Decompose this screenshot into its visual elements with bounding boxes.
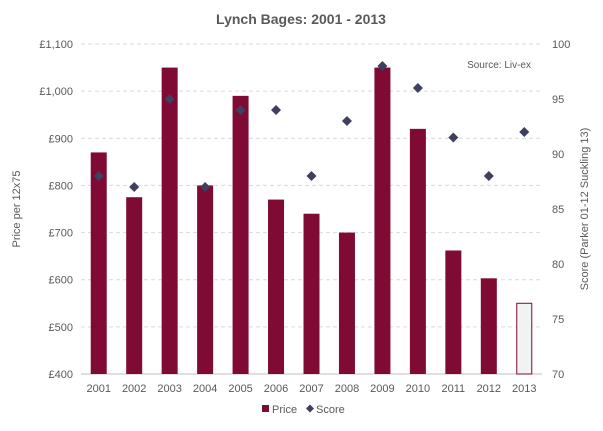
x-tick-label: 2001 xyxy=(86,383,110,395)
x-tick-label: 2012 xyxy=(477,383,501,395)
score-point xyxy=(93,171,104,181)
legend-score-marker xyxy=(306,404,314,413)
price-bar xyxy=(338,232,355,374)
left-axis-ticks: £400 £500 £600 £700 £800 £900 £1,000 £1,100 xyxy=(39,39,73,381)
price-bar xyxy=(303,213,320,374)
price-bar xyxy=(480,278,497,374)
price-bars xyxy=(90,67,533,375)
x-tick-label: 2011 xyxy=(442,383,466,395)
x-tick-label: 2006 xyxy=(264,383,288,395)
x-tick-label: 2003 xyxy=(157,383,181,395)
price-bar xyxy=(126,197,143,374)
legend-score-label: Score xyxy=(316,404,345,416)
right-tick-label: 85 xyxy=(552,204,564,216)
legend-price-swatch xyxy=(262,405,269,412)
score-point xyxy=(200,182,211,192)
price-bar xyxy=(445,250,462,374)
x-axis-ticks: 2001 2002 2003 2004 2005 2006 2007 2008 2009 2010… xyxy=(86,383,536,395)
score-point xyxy=(271,105,282,115)
score-point xyxy=(412,83,423,93)
score-points xyxy=(93,61,530,192)
left-tick-label: £1,000 xyxy=(39,86,73,98)
score-point xyxy=(377,61,388,71)
right-tick-label: 80 xyxy=(552,259,564,271)
right-tick-label: 100 xyxy=(552,39,570,51)
right-tick-label: 95 xyxy=(552,94,564,106)
x-tick-label: 2007 xyxy=(299,383,323,395)
right-tick-label: 75 xyxy=(552,314,564,326)
left-tick-label: £500 xyxy=(49,322,73,334)
x-tick-label: 2010 xyxy=(406,383,430,395)
price-bar xyxy=(268,199,285,374)
right-axis-title: Score (Parker 01-12 Suckling 13) xyxy=(579,128,591,291)
x-tick-label: 2009 xyxy=(370,383,394,395)
price-bar xyxy=(409,128,426,374)
score-point xyxy=(483,171,494,181)
legend: Price Score xyxy=(262,404,345,416)
score-point xyxy=(129,182,140,192)
left-axis-title: Price per 12x75 xyxy=(11,170,23,247)
left-tick-label: £900 xyxy=(49,133,73,145)
chart-title: Lynch Bages: 2001 - 2013 xyxy=(216,11,386,27)
left-tick-label: £600 xyxy=(49,275,73,287)
left-tick-label: £400 xyxy=(49,369,73,381)
x-tick-label: 2004 xyxy=(193,383,217,395)
score-point xyxy=(164,94,175,104)
right-tick-label: 90 xyxy=(552,149,564,161)
right-tick-label: 70 xyxy=(552,369,564,381)
price-bar xyxy=(516,302,533,375)
price-bar xyxy=(374,67,391,375)
x-tick-label: 2008 xyxy=(335,383,359,395)
right-axis-ticks: 70 75 80 85 90 95 100 xyxy=(552,39,570,381)
x-tick-label: 2005 xyxy=(228,383,252,395)
source-note: Source: Liv-ex xyxy=(467,60,531,71)
price-bar xyxy=(197,185,214,374)
left-tick-label: £800 xyxy=(49,180,73,192)
left-tick-label: £1,100 xyxy=(39,39,73,51)
score-point xyxy=(448,132,459,143)
score-point xyxy=(341,116,352,126)
score-point xyxy=(519,127,530,137)
x-tick-label: 2002 xyxy=(122,383,146,395)
price-bar xyxy=(232,95,249,374)
price-bar xyxy=(161,67,178,375)
price-bar xyxy=(90,152,107,374)
score-point xyxy=(235,105,246,115)
legend-price-label: Price xyxy=(272,404,297,416)
x-tick-label: 2013 xyxy=(512,383,536,395)
score-point xyxy=(306,171,317,181)
left-tick-label: £700 xyxy=(49,228,73,240)
